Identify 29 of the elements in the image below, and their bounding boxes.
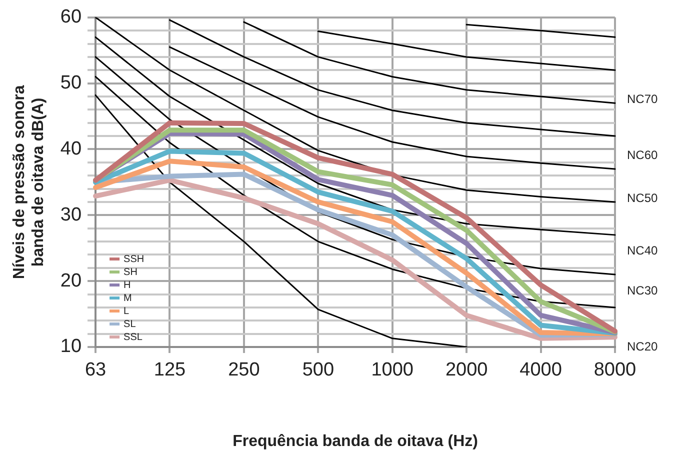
y-tick-label: 10 (60, 336, 82, 358)
x-tick-label: 4000 (520, 360, 562, 381)
text: NC40 (627, 244, 658, 258)
text: NC70 (627, 92, 658, 106)
y-tick-label: 50 (60, 72, 82, 94)
y-axis-title: Níveis de pressão sonora banda de oitava dB(A) (11, 85, 48, 280)
y-tick-label: 40 (60, 138, 82, 160)
legend-label: SSH (124, 254, 144, 265)
y-tick-label: 30 (60, 204, 82, 226)
legend-label: H (124, 280, 131, 291)
x-tick-label: 500 (302, 360, 334, 381)
x-tick-label: 250 (228, 360, 260, 381)
legend-label: SSL (124, 332, 143, 343)
text: NC60 (627, 148, 658, 162)
legend-label: M (124, 292, 132, 304)
x-tick-label: 1000 (371, 360, 414, 381)
text: NC20 (627, 339, 658, 354)
x-tick-label: 2000 (445, 360, 488, 381)
x-axis-title: Frequência banda de oitava (Hz) (232, 432, 478, 450)
legend-label: SL (124, 318, 136, 330)
legend-label: L (124, 306, 130, 317)
text: NC50 (627, 190, 658, 205)
y-tick-label: 20 (60, 270, 82, 292)
text: NC30 (627, 283, 658, 298)
y-tick-label: 60 (60, 6, 82, 28)
x-tick-label: 8000 (594, 360, 636, 381)
legend-label: SH (124, 266, 138, 278)
x-tick-label: 125 (154, 360, 186, 381)
x-tick-label: 63 (84, 360, 106, 381)
